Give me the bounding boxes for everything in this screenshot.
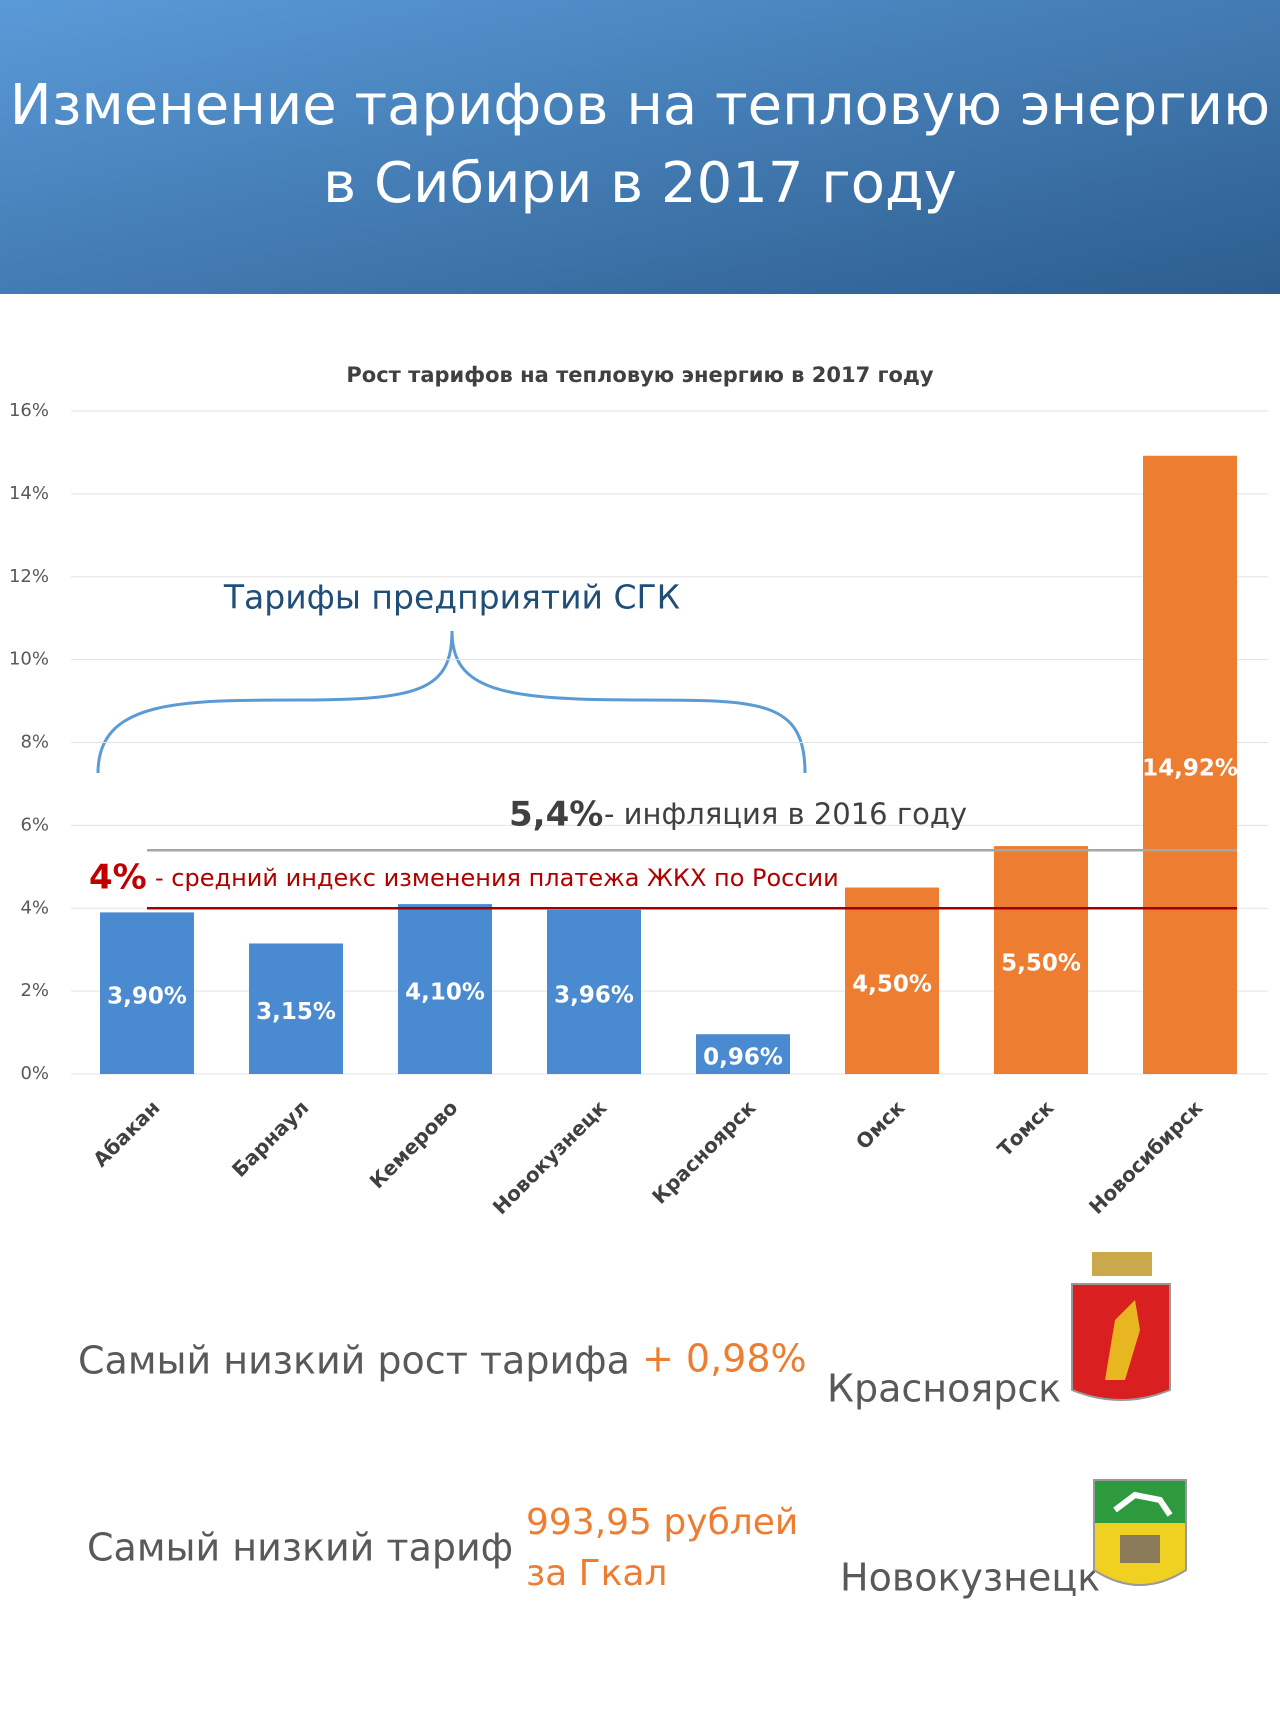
fact-label: Самый низкий рост тарифа [78, 1339, 630, 1383]
y-tick-label: 12% [9, 566, 49, 587]
x-tick-label: Барнаул [227, 1095, 313, 1181]
value-label: 3,15% [256, 999, 336, 1025]
y-tick-label: 4% [20, 897, 49, 918]
fact-value: 993,95 рублей [526, 1502, 798, 1543]
value-label: 0,96% [703, 1045, 783, 1071]
reference-label: 5,4% [509, 795, 603, 835]
fact-value: за Гкал [526, 1553, 667, 1594]
y-tick-label: 0% [20, 1063, 49, 1084]
fact-city: Новокузнецк [840, 1556, 1100, 1600]
brace [96, 630, 807, 774]
annotation: Тарифы предприятий СГК [223, 578, 680, 617]
y-tick-label: 8% [20, 732, 49, 753]
bar [249, 943, 343, 1074]
y-tick-label: 6% [20, 814, 49, 835]
reference-text: - средний индекс изменения платежа ЖКХ п… [155, 864, 839, 892]
bar [1143, 455, 1237, 1074]
y-tick-label: 16% [9, 400, 49, 421]
value-label: 5,50% [1001, 951, 1081, 977]
bar [845, 887, 939, 1074]
bar [547, 909, 641, 1074]
x-tick-label: Томск [993, 1095, 1059, 1161]
value-label: 3,90% [107, 984, 187, 1010]
header-title: в Сибири в 2017 году [323, 151, 957, 216]
y-tick-label: 2% [20, 980, 49, 1001]
value-label: 4,10% [405, 980, 485, 1006]
reference-text: - инфляция в 2016 году [604, 797, 967, 831]
value-label: 14,92% [1142, 755, 1238, 781]
header-title: Изменение тарифов на тепловую энергию [10, 73, 1270, 138]
x-tick-label: Красноярск [647, 1095, 761, 1209]
bar [100, 912, 194, 1074]
x-tick-label: Кемерово [365, 1095, 463, 1193]
y-tick-label: 14% [9, 483, 49, 504]
fact-label: Самый низкий тариф [87, 1526, 513, 1570]
y-tick-label: 10% [9, 649, 49, 670]
x-tick-label: Абакан [88, 1095, 164, 1171]
reference-label: 4% [89, 858, 147, 898]
x-tick-label: Омск [851, 1095, 910, 1154]
fact-city: Красноярск [827, 1367, 1061, 1411]
coat-of-arms [1093, 1479, 1187, 1586]
value-label: 3,96% [554, 982, 634, 1008]
fact-value: + 0,98% [642, 1337, 807, 1381]
bar [994, 846, 1088, 1074]
header-band [0, 0, 1280, 294]
chart-title: Рост тарифов на тепловую энергию в 2017 … [346, 363, 933, 387]
bar [696, 1034, 790, 1074]
x-tick-label: Новосибирск [1084, 1095, 1208, 1219]
bar [398, 904, 492, 1074]
value-label: 4,50% [852, 971, 932, 997]
x-tick-label: Новокузнецк [488, 1095, 612, 1219]
coat-of-arms [1071, 1252, 1171, 1401]
